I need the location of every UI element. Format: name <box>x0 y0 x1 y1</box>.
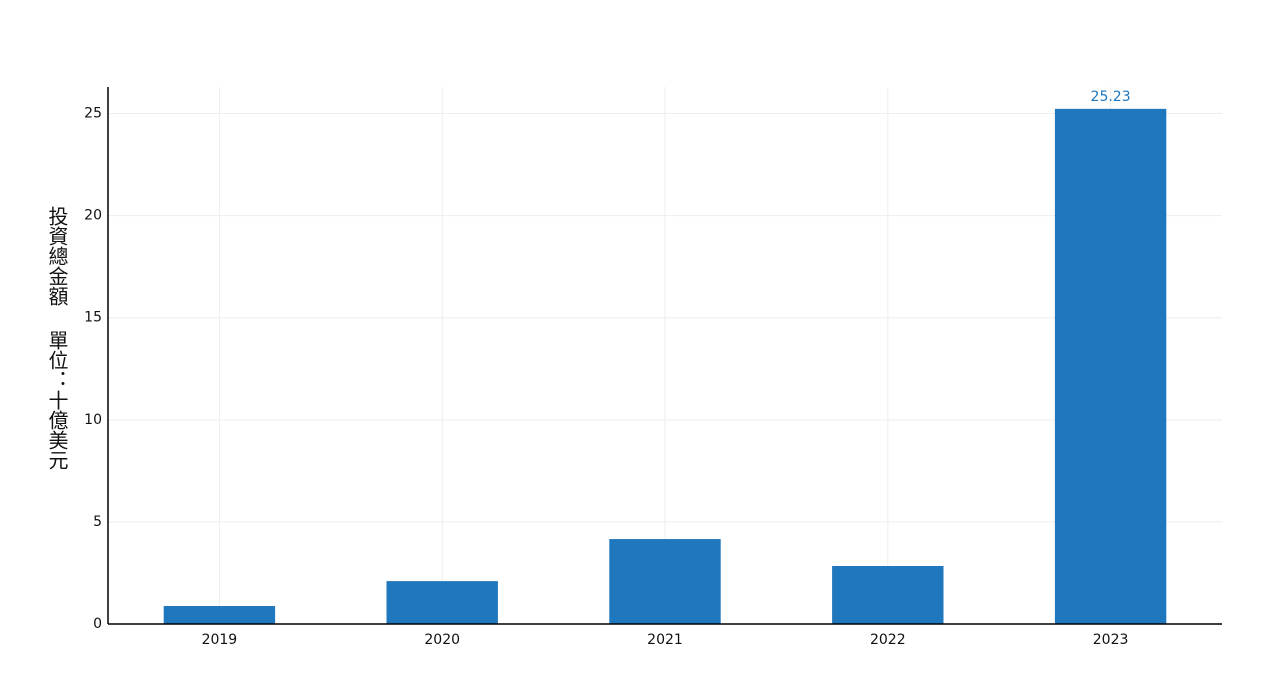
y-tick-label: 25 <box>84 106 102 122</box>
x-tick-label: 2019 <box>202 632 238 648</box>
y-tick-label: 15 <box>84 310 102 326</box>
bar <box>1054 108 1167 624</box>
y-tick-label: 20 <box>84 208 102 224</box>
x-tick-label: 2022 <box>870 632 906 648</box>
bar <box>609 539 721 624</box>
y-tick-label: 10 <box>84 412 102 428</box>
x-tick-label: 2023 <box>1093 632 1129 648</box>
bar <box>163 606 276 624</box>
bar <box>832 566 944 624</box>
y-tick-label: 0 <box>93 616 102 632</box>
x-tick-label: 2020 <box>424 632 460 648</box>
y-axis-label: 投資總金額 單位：十億美元 <box>45 206 69 470</box>
bar <box>386 581 498 624</box>
data-label: 25.23 <box>1091 89 1131 105</box>
x-tick-label: 2021 <box>647 632 683 648</box>
y-tick-label: 5 <box>93 514 102 530</box>
